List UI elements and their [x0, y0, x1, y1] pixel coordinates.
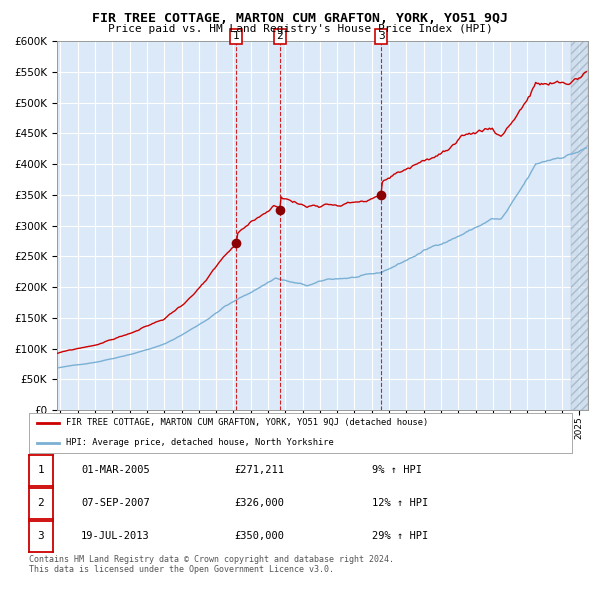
Text: HPI: Average price, detached house, North Yorkshire: HPI: Average price, detached house, Nort… — [66, 438, 334, 447]
Text: FIR TREE COTTAGE, MARTON CUM GRAFTON, YORK, YO51 9QJ (detached house): FIR TREE COTTAGE, MARTON CUM GRAFTON, YO… — [66, 418, 428, 427]
Text: 01-MAR-2005: 01-MAR-2005 — [81, 466, 150, 475]
Text: Contains HM Land Registry data © Crown copyright and database right 2024.
This d: Contains HM Land Registry data © Crown c… — [29, 555, 394, 574]
Text: 3: 3 — [378, 31, 385, 41]
Text: FIR TREE COTTAGE, MARTON CUM GRAFTON, YORK, YO51 9QJ: FIR TREE COTTAGE, MARTON CUM GRAFTON, YO… — [92, 12, 508, 25]
Text: 9% ↑ HPI: 9% ↑ HPI — [372, 466, 422, 475]
Text: 29% ↑ HPI: 29% ↑ HPI — [372, 532, 428, 541]
Text: 2: 2 — [277, 31, 283, 41]
Text: £326,000: £326,000 — [234, 499, 284, 508]
Text: Price paid vs. HM Land Registry's House Price Index (HPI): Price paid vs. HM Land Registry's House … — [107, 24, 493, 34]
Bar — [571, 41, 588, 410]
Text: 1: 1 — [37, 466, 44, 475]
Text: 2: 2 — [37, 499, 44, 508]
Text: 1: 1 — [233, 31, 239, 41]
Text: 19-JUL-2013: 19-JUL-2013 — [81, 532, 150, 541]
Text: £271,211: £271,211 — [234, 466, 284, 475]
Bar — [571, 41, 588, 410]
Text: 3: 3 — [37, 532, 44, 541]
Text: 12% ↑ HPI: 12% ↑ HPI — [372, 499, 428, 508]
Text: 07-SEP-2007: 07-SEP-2007 — [81, 499, 150, 508]
Text: £350,000: £350,000 — [234, 532, 284, 541]
